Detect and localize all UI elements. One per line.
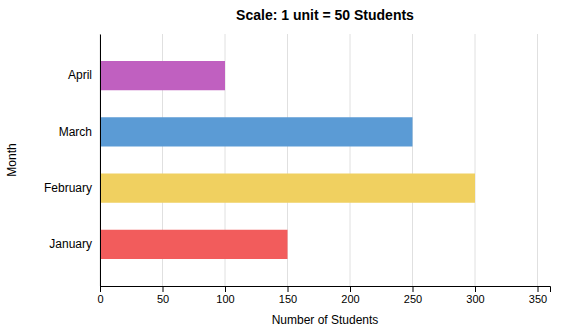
x-tick-mark <box>413 286 414 292</box>
x-axis: 0 50 100 150 200 250 300 350 <box>97 286 550 305</box>
x-tick-mark <box>350 286 351 292</box>
x-tick-mark <box>163 286 164 292</box>
x-tick-mark <box>288 286 289 292</box>
x-tick-mark <box>538 286 539 292</box>
x-tick-mark <box>100 286 101 292</box>
x-tick-label: 50 <box>157 293 169 305</box>
x-axis-title: Number of Students <box>272 313 379 327</box>
grid-line <box>350 34 351 286</box>
y-tick: January <box>49 237 92 251</box>
plot-area: 0 50 100 150 200 250 300 350 January February Marc… <box>44 34 551 305</box>
y-tick: February <box>44 181 92 195</box>
x-tick-label: 350 <box>529 293 547 305</box>
y-tick-label: February <box>44 181 92 195</box>
grid <box>100 34 538 286</box>
y-tick: April <box>68 68 92 82</box>
x-tick: 300 <box>466 286 484 305</box>
y-axis-line <box>100 35 101 287</box>
x-tick-label: 250 <box>404 293 422 305</box>
y-axis-title: Month <box>5 143 19 176</box>
x-tick-label: 0 <box>97 293 103 305</box>
grid-line <box>412 34 413 286</box>
x-tick-label: 100 <box>216 293 234 305</box>
x-tick: 200 <box>341 286 359 305</box>
bar <box>100 230 288 259</box>
x-tick-label: 300 <box>466 293 484 305</box>
x-tick-label: 200 <box>341 293 359 305</box>
y-tick-label: January <box>49 237 92 251</box>
y-tick-label: April <box>68 68 92 82</box>
x-tick-mark <box>475 286 476 292</box>
bar <box>100 117 413 146</box>
bar <box>100 174 475 203</box>
grid-line <box>475 34 476 286</box>
x-tick-label: 150 <box>279 293 297 305</box>
x-tick: 250 <box>404 286 422 305</box>
x-tick: 100 <box>216 286 234 305</box>
chart: 0 50 100 150 200 250 300 350 January February Marc… <box>0 0 572 334</box>
grid-line <box>537 34 538 286</box>
bar <box>100 61 225 90</box>
x-tick: 350 <box>529 286 547 305</box>
y-axis: January February March April <box>44 35 101 287</box>
grid-line <box>100 34 101 286</box>
x-tick-mark <box>225 286 226 292</box>
x-tick: 150 <box>279 286 297 305</box>
title: Scale: 1 unit = 50 Students <box>236 7 414 23</box>
bars <box>100 61 475 259</box>
y-tick: March <box>59 125 92 139</box>
x-tick: 0 <box>97 286 103 305</box>
x-axis-line <box>101 287 551 293</box>
x-tick: 50 <box>157 286 169 305</box>
chart-container: 0 50 100 150 200 250 300 350 January February Marc… <box>0 0 572 334</box>
y-tick-label: March <box>59 125 92 139</box>
